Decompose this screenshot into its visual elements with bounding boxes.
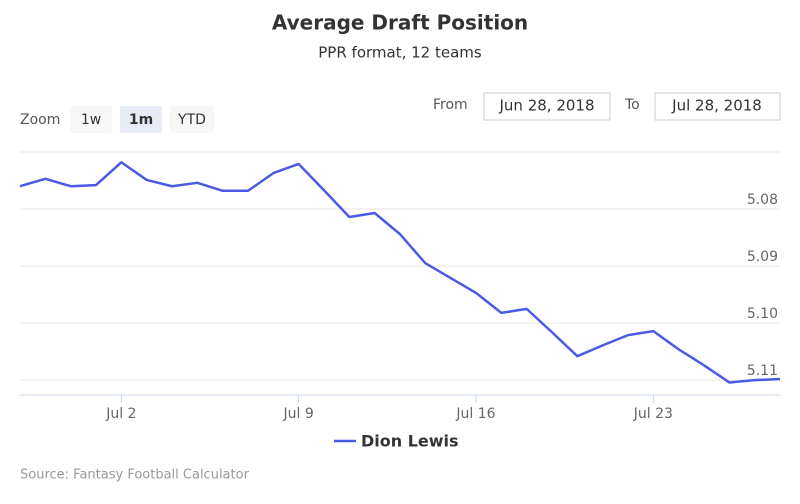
to-label: To [624,97,640,113]
zoom-button[interactable] [70,106,112,133]
zoom-button-label: YTD [177,112,206,128]
from-label: From [433,97,468,113]
from-value: Jun 28, 2018 [498,97,594,115]
y-tick-label: 5.09 [747,249,778,265]
series-line [19,161,781,384]
y-tick-label: 5.10 [747,306,778,322]
zoom-button[interactable] [170,106,214,133]
legend-label[interactable]: Dion Lewis [361,432,459,451]
chart-subtitle: PPR format, 12 teams [318,44,482,62]
x-tick-label: Jul 16 [455,406,495,422]
y-tick-label: 5.08 [747,192,778,208]
x-tick-label: Jul 23 [633,406,673,422]
credits: Source: Fantasy Football Calculator [20,468,250,483]
to-value: Jul 28, 2018 [671,97,762,115]
zoom-button-label: 1w [81,112,101,128]
zoom-button[interactable] [120,106,162,133]
x-tick-label: Jul 9 [283,406,314,422]
x-tick-label: Jul 2 [105,406,136,422]
from-input[interactable] [483,92,611,121]
to-input[interactable] [654,92,781,121]
y-tick-label: 5.11 [747,363,778,379]
zoom-label: Zoom [20,112,60,128]
chart-title: Average Draft Position [272,11,528,35]
zoom-button-label: 1m [129,112,153,128]
